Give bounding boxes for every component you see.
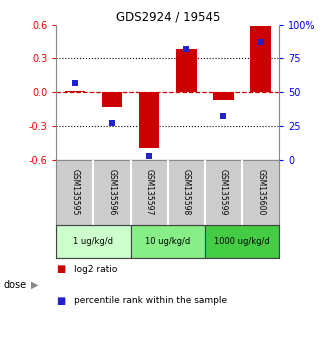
Bar — [139, 92, 159, 148]
Bar — [213, 92, 234, 100]
Bar — [131, 225, 205, 258]
Text: log2 ratio: log2 ratio — [74, 264, 117, 274]
Text: ■: ■ — [56, 296, 65, 306]
Text: dose: dose — [3, 280, 26, 290]
Text: 1000 ug/kg/d: 1000 ug/kg/d — [214, 238, 270, 246]
Text: GSM135598: GSM135598 — [182, 170, 191, 216]
Title: GDS2924 / 19545: GDS2924 / 19545 — [116, 11, 220, 24]
Bar — [205, 225, 279, 258]
Bar — [250, 26, 271, 92]
Text: 1 ug/kg/d: 1 ug/kg/d — [74, 238, 113, 246]
Text: 10 ug/kg/d: 10 ug/kg/d — [145, 238, 190, 246]
Text: GSM135600: GSM135600 — [256, 169, 265, 216]
Text: GSM135595: GSM135595 — [70, 169, 79, 216]
Bar — [176, 50, 196, 92]
Text: ■: ■ — [56, 264, 65, 274]
Bar — [56, 225, 131, 258]
Text: GSM135597: GSM135597 — [145, 169, 154, 216]
Text: GSM135596: GSM135596 — [108, 169, 117, 216]
Text: GSM135599: GSM135599 — [219, 169, 228, 216]
Bar — [65, 91, 85, 92]
Text: ▶: ▶ — [30, 280, 38, 290]
Bar — [102, 92, 122, 107]
Text: percentile rank within the sample: percentile rank within the sample — [74, 296, 227, 306]
